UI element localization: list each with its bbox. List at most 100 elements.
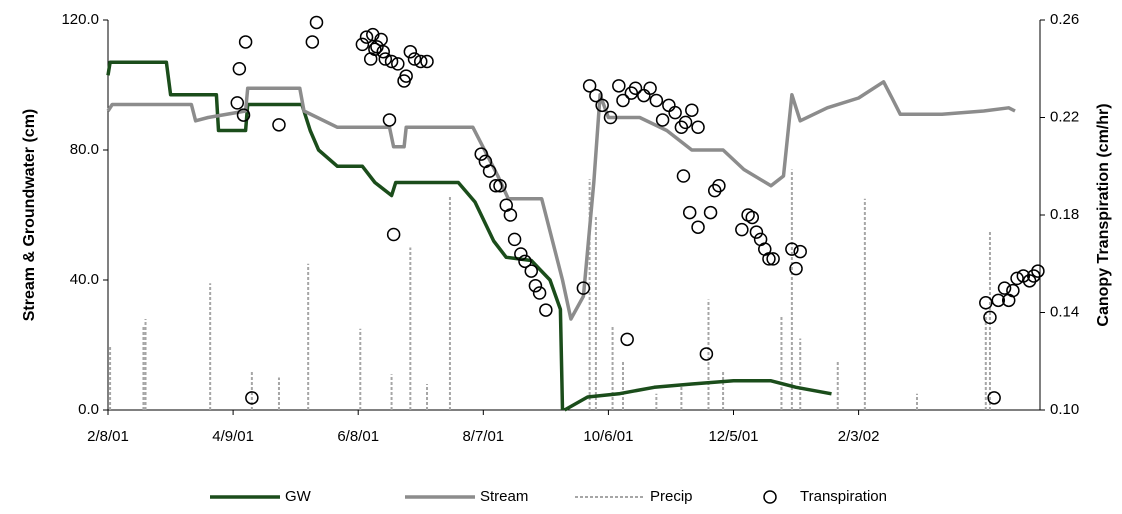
point <box>987 391 1001 405</box>
point <box>503 208 518 222</box>
y-axis-title: Stream & Groundwater (cm) <box>21 109 38 321</box>
point <box>514 247 528 261</box>
point <box>997 281 1012 295</box>
point <box>474 147 488 161</box>
point <box>735 222 749 237</box>
point <box>1010 271 1024 286</box>
point <box>576 281 591 295</box>
y-tick-label: 80.0 <box>70 141 99 158</box>
point <box>749 225 764 239</box>
point <box>386 227 401 242</box>
point <box>637 88 651 103</box>
point <box>305 35 320 49</box>
point <box>539 303 553 317</box>
point <box>528 278 543 293</box>
point <box>272 118 286 132</box>
legend-label: Precip <box>650 488 693 505</box>
point <box>232 62 247 76</box>
x-tick-label: 2/3/02 <box>838 428 880 445</box>
point <box>991 293 1006 308</box>
y2-axis-title: Canopy Transpiration (cm/hr) <box>1095 103 1112 326</box>
point <box>368 42 382 56</box>
line <box>106 80 1016 321</box>
y2-tick-label: 0.22 <box>1050 108 1079 125</box>
point <box>616 93 630 108</box>
legend-label: Transpiration <box>800 488 887 505</box>
point <box>979 296 993 310</box>
point <box>662 98 676 113</box>
point <box>762 252 776 266</box>
point <box>1022 274 1037 288</box>
point <box>382 113 397 127</box>
point <box>507 232 522 247</box>
x-tick-label: 4/9/01 <box>212 428 254 445</box>
point <box>582 79 597 93</box>
x-tick-label: 6/8/01 <box>337 428 379 445</box>
x-tick-label: 10/6/01 <box>583 428 633 445</box>
point <box>230 96 245 110</box>
point <box>678 115 693 130</box>
point <box>649 93 664 108</box>
point <box>359 30 374 44</box>
point <box>407 52 422 66</box>
point <box>712 179 726 193</box>
point <box>391 57 405 71</box>
point <box>309 15 324 30</box>
point <box>668 105 682 120</box>
point <box>1006 283 1020 298</box>
y-tick-label: 120.0 <box>61 11 99 28</box>
legend-label: Stream <box>480 488 528 505</box>
x-tick-label: 8/7/01 <box>462 428 504 445</box>
point <box>384 54 399 69</box>
point <box>595 98 609 113</box>
point <box>1026 269 1041 283</box>
point <box>1031 264 1045 278</box>
point <box>703 205 718 220</box>
point <box>789 261 803 276</box>
line <box>106 60 832 412</box>
point <box>603 110 618 125</box>
x-tick-label: 12/5/01 <box>708 428 758 445</box>
point <box>482 164 497 178</box>
legend-label: GW <box>285 488 312 505</box>
point <box>612 79 626 93</box>
y-tick-label: 40.0 <box>70 271 99 288</box>
point <box>793 244 807 259</box>
x-tick-label: 2/8/01 <box>87 428 129 445</box>
point <box>493 179 507 193</box>
point <box>682 205 697 220</box>
point <box>620 332 634 347</box>
point <box>624 86 639 100</box>
point <box>785 242 799 256</box>
point <box>745 210 760 225</box>
y-tick-label: 0.0 <box>78 401 99 418</box>
point <box>532 286 547 300</box>
point <box>376 44 390 59</box>
point <box>589 88 603 103</box>
point <box>685 103 699 117</box>
point <box>355 37 370 52</box>
point <box>699 347 714 361</box>
legend-marker <box>763 490 777 504</box>
point <box>378 52 393 66</box>
y2-tick-label: 0.18 <box>1050 206 1079 223</box>
point <box>245 391 259 405</box>
point <box>983 310 997 325</box>
point <box>691 120 705 134</box>
point <box>691 220 705 234</box>
point <box>238 35 253 49</box>
point <box>420 54 434 69</box>
point <box>707 183 722 198</box>
point <box>676 169 691 183</box>
y2-tick-label: 0.10 <box>1050 401 1079 418</box>
point <box>399 69 413 83</box>
point <box>489 179 503 193</box>
point <box>628 81 643 95</box>
point <box>674 120 689 134</box>
point <box>414 54 428 69</box>
point <box>518 254 532 269</box>
point <box>766 252 780 266</box>
point <box>655 113 670 127</box>
